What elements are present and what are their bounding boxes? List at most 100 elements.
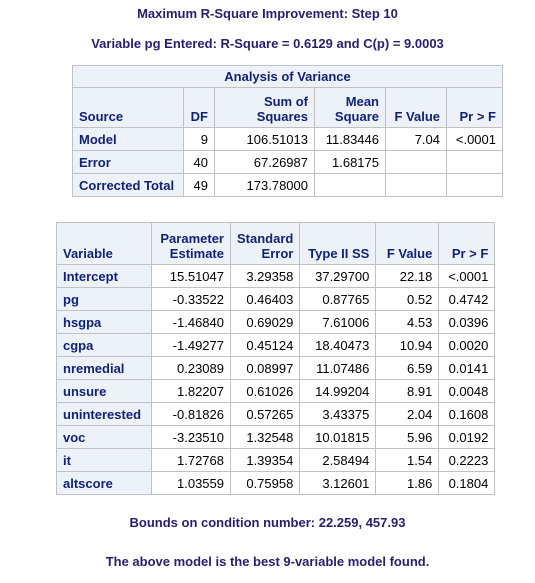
anova-cell-df: 49 [183, 173, 215, 197]
params-row-label: Intercept [56, 264, 152, 288]
anova-cell-f: 7.04 [385, 127, 447, 151]
params-row-label: altscore [56, 471, 152, 495]
params-cell-f: 6.59 [375, 356, 440, 380]
anova-header-pr-f: Pr > F [446, 87, 503, 128]
table-row: altscore 1.03559 0.75958 3.12601 1.86 0.… [56, 471, 496, 495]
params-header-type-ii-ss: Type II SS [299, 222, 377, 265]
params-cell-p: 0.0396 [438, 310, 496, 334]
params-cell-p: 0.1608 [438, 402, 496, 426]
params-cell-f: 5.96 [375, 425, 440, 449]
params-cell-f: 1.86 [375, 471, 440, 495]
params-cell-se: 0.61026 [229, 379, 301, 403]
params-cell-se: 1.32548 [229, 425, 301, 449]
anova-header-source: Source [72, 87, 184, 128]
params-cell-estimate: -0.33522 [151, 287, 231, 311]
params-cell-estimate: 1.03559 [151, 471, 231, 495]
table-row: Intercept 15.51047 3.29358 37.29700 22.1… [56, 264, 496, 288]
table-row: pg -0.33522 0.46403 0.87765 0.52 0.4742 [56, 287, 496, 311]
params-cell-f: 8.91 [375, 379, 440, 403]
anova-header-mean-square: Mean Square [314, 87, 386, 128]
condition-number-note: Bounds on condition number: 22.259, 457.… [129, 515, 406, 530]
params-cell-ss: 18.40473 [299, 333, 377, 357]
params-cell-se: 0.69029 [229, 310, 301, 334]
params-row-label: hsgpa [56, 310, 152, 334]
params-header-f-value: F Value [375, 222, 440, 265]
params-header-pr-f: Pr > F [438, 222, 496, 265]
table-row: it 1.72768 1.39354 2.58494 1.54 0.2223 [56, 448, 496, 472]
params-cell-estimate: -0.81826 [151, 402, 231, 426]
params-cell-ss: 3.12601 [299, 471, 377, 495]
anova-cell-p: <.0001 [446, 127, 503, 151]
params-cell-ss: 11.07486 [299, 356, 377, 380]
anova-cell-df: 40 [183, 150, 215, 174]
params-cell-p: 0.0020 [438, 333, 496, 357]
params-header-parameter-estimate: Parameter Estimate [151, 222, 231, 265]
anova-cell-p [446, 150, 503, 174]
anova-cell-ms [314, 173, 386, 197]
params-cell-f: 1.54 [375, 448, 440, 472]
params-cell-p: 0.2223 [438, 448, 496, 472]
params-cell-f: 0.52 [375, 287, 440, 311]
params-cell-se: 0.45124 [229, 333, 301, 357]
table-row: uninterested -0.81826 0.57265 3.43375 2.… [56, 402, 496, 426]
params-row-label: unsure [56, 379, 152, 403]
params-cell-f: 4.53 [375, 310, 440, 334]
params-cell-p: 0.0141 [438, 356, 496, 380]
params-cell-f: 10.94 [375, 333, 440, 357]
params-cell-se: 1.39354 [229, 448, 301, 472]
params-header-standard-error: Standard Error [229, 222, 301, 265]
anova-cell-df: 9 [183, 127, 215, 151]
table-row: Model 9 106.51013 11.83446 7.04 <.0001 [72, 127, 503, 151]
params-cell-ss: 0.87765 [299, 287, 377, 311]
params-cell-p: 0.1804 [438, 471, 496, 495]
anova-caption: Analysis of Variance [72, 65, 503, 88]
params-cell-ss: 7.61006 [299, 310, 377, 334]
params-cell-estimate: 15.51047 [151, 264, 231, 288]
anova-row-label: Model [72, 127, 184, 151]
params-cell-estimate: 1.72768 [151, 448, 231, 472]
params-cell-ss: 3.43375 [299, 402, 377, 426]
table-row: Corrected Total 49 173.78000 [72, 173, 503, 197]
step-title: Maximum R-Square Improvement: Step 10 [137, 6, 398, 21]
anova-cell-ss: 67.26987 [214, 150, 315, 174]
best-model-note: The above model is the best 9-variable m… [105, 554, 430, 569]
analysis-of-variance-table: Analysis of Variance Source DF Sum of Squ… [72, 65, 503, 197]
params-header-variable: Variable [56, 222, 152, 265]
params-cell-f: 2.04 [375, 402, 440, 426]
params-row-label: uninterested [56, 402, 152, 426]
params-cell-ss: 14.99204 [299, 379, 377, 403]
table-row: Error 40 67.26987 1.68175 [72, 150, 503, 174]
params-cell-se: 3.29358 [229, 264, 301, 288]
params-cell-p: 0.0192 [438, 425, 496, 449]
params-row-label: it [56, 448, 152, 472]
params-cell-ss: 2.58494 [299, 448, 377, 472]
anova-cell-ss: 173.78000 [214, 173, 315, 197]
anova-cell-ms: 11.83446 [314, 127, 386, 151]
params-cell-estimate: 0.23089 [151, 356, 231, 380]
params-cell-estimate: -3.23510 [151, 425, 231, 449]
params-cell-estimate: -1.46840 [151, 310, 231, 334]
params-cell-se: 0.46403 [229, 287, 301, 311]
anova-header-df: DF [183, 87, 215, 128]
anova-cell-p [446, 173, 503, 197]
anova-header-sum-of-squares: Sum of Squares [214, 87, 315, 128]
anova-row-label: Corrected Total [72, 173, 184, 197]
params-cell-se: 0.75958 [229, 471, 301, 495]
variable-entered-title: Variable pg Entered: R-Square = 0.6129 a… [91, 36, 444, 51]
anova-cell-ms: 1.68175 [314, 150, 386, 174]
params-row-label: nremedial [56, 356, 152, 380]
params-cell-p: 0.4742 [438, 287, 496, 311]
params-cell-f: 22.18 [375, 264, 440, 288]
params-cell-estimate: -1.49277 [151, 333, 231, 357]
table-row: unsure 1.82207 0.61026 14.99204 8.91 0.0… [56, 379, 496, 403]
anova-cell-ss: 106.51013 [214, 127, 315, 151]
table-row: cgpa -1.49277 0.45124 18.40473 10.94 0.0… [56, 333, 496, 357]
table-row: nremedial 0.23089 0.08997 11.07486 6.59 … [56, 356, 496, 380]
params-row-label: voc [56, 425, 152, 449]
params-cell-p: 0.0048 [438, 379, 496, 403]
anova-row-label: Error [72, 150, 184, 174]
params-cell-se: 0.08997 [229, 356, 301, 380]
anova-cell-f [385, 173, 447, 197]
params-cell-ss: 37.29700 [299, 264, 377, 288]
params-row-label: cgpa [56, 333, 152, 357]
